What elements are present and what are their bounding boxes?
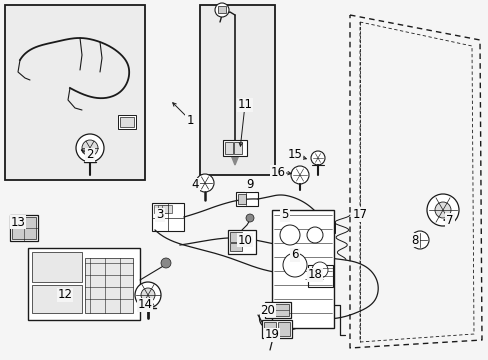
Text: 11: 11 [237,99,252,112]
Circle shape [76,134,104,162]
Circle shape [280,225,299,245]
Circle shape [410,231,428,249]
Text: 18: 18 [307,269,322,282]
Bar [32,285,82,313]
Bar [278,322,289,336]
Bar [236,192,258,206]
Text: 20: 20 [260,303,275,316]
Circle shape [310,151,325,165]
Circle shape [82,140,98,156]
Circle shape [161,258,171,268]
Bar [158,205,168,213]
Text: 14: 14 [137,298,152,311]
Text: 16: 16 [270,166,285,179]
Bar [224,142,232,154]
Bar [154,205,163,213]
Text: 3: 3 [156,208,163,221]
Text: 19: 19 [264,328,279,342]
Circle shape [290,166,308,184]
Bar [118,115,136,129]
Text: 13: 13 [11,216,25,229]
Bar [229,232,242,242]
Bar [271,210,333,328]
Bar [266,304,288,316]
Bar [305,273,323,285]
Text: 10: 10 [237,234,252,247]
Bar [218,6,225,13]
Circle shape [306,227,323,243]
Circle shape [311,262,327,278]
Bar [238,194,245,204]
Circle shape [245,214,253,222]
Bar [5,5,145,180]
Text: 5: 5 [281,208,288,221]
Circle shape [141,288,155,302]
Bar [262,320,291,338]
Circle shape [135,282,161,308]
Bar [200,5,274,175]
Circle shape [215,3,228,17]
Text: 2: 2 [86,148,94,162]
Bar [10,215,38,241]
Bar [227,230,256,254]
Text: 1: 1 [186,113,193,126]
Circle shape [196,174,214,192]
Bar [28,248,140,320]
Bar [223,140,246,156]
Bar [32,252,82,282]
Circle shape [434,202,450,218]
Bar [162,205,172,213]
Text: 8: 8 [410,234,418,247]
Text: 15: 15 [287,148,302,162]
Text: 4: 4 [191,179,198,192]
Circle shape [426,194,458,226]
Bar [85,258,133,313]
Bar [318,222,334,233]
Circle shape [283,253,306,277]
Text: 12: 12 [58,288,72,302]
Bar [152,203,183,231]
Bar [307,265,332,287]
Text: 9: 9 [246,179,253,192]
Polygon shape [230,155,239,165]
Bar [12,217,36,239]
Text: 6: 6 [291,248,298,261]
Bar [264,302,290,318]
Bar [234,142,242,154]
Bar [264,322,275,336]
Bar [229,243,242,251]
Text: 7: 7 [446,213,453,226]
Bar [120,117,134,127]
Text: 17: 17 [352,208,367,221]
